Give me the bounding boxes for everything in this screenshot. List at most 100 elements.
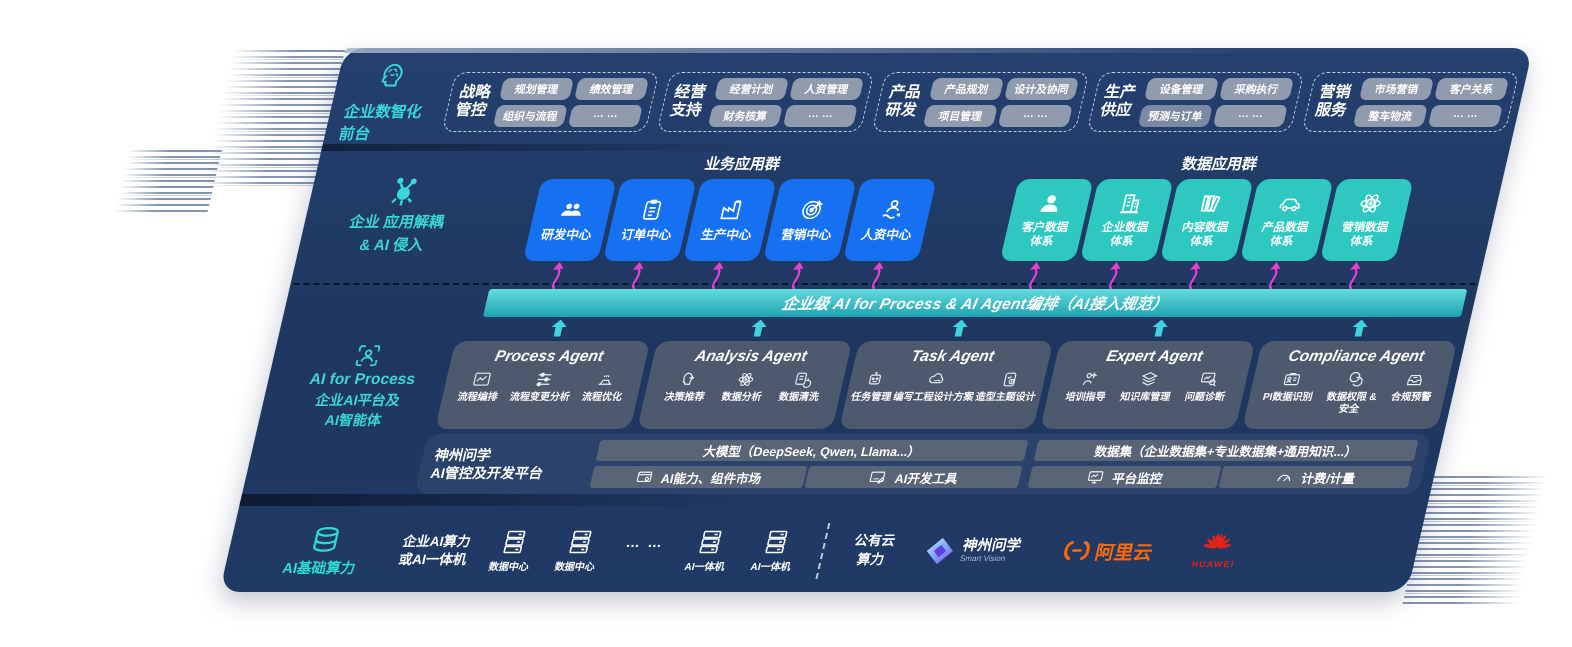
window-gear-icon (636, 471, 652, 482)
server-icon (503, 530, 526, 554)
public-cloud-line2: 算力 (855, 552, 886, 567)
clipboard-icon (642, 199, 662, 220)
magenta-arrow (871, 262, 883, 290)
workflow-orchestration-icon (472, 372, 491, 386)
diamond-logo-icon (926, 537, 953, 565)
brain-head-icon (381, 63, 403, 86)
teal-arrows-row (456, 319, 1462, 337)
pill-item: 设计及协同 (1004, 77, 1080, 100)
compute-label-line1: 企业AI算力 (401, 534, 473, 550)
atom-icon (1360, 194, 1381, 213)
app-decoupling-band: 企业 应用解耦 & AI 侵入 业务应用群 研发中心 (293, 151, 1507, 290)
decoupling-label-line2: & AI 侵入 (357, 237, 426, 254)
cell-ai-devtools: AI开发工具 (804, 466, 1023, 488)
user-icon (1040, 194, 1058, 212)
server-icon (569, 530, 592, 554)
orchestration-bar: 企业级 AI for Process & AI Agent编排（AI接入规范） (482, 289, 1468, 317)
group-title: 营销服务 (1313, 84, 1353, 119)
node-ai-appliance-1: AI一体机 (683, 529, 733, 573)
group-title: 战略管控 (453, 84, 493, 119)
data-permission-icon (1349, 372, 1363, 387)
pill-item: 客户关系 (1434, 77, 1510, 100)
pill-item: … … (782, 104, 858, 127)
infra-label: AI基础算力 (280, 560, 357, 577)
card-production-center: 生产中心 (682, 179, 777, 261)
books-icon (1200, 195, 1221, 212)
pill-item: 项目管理 (922, 104, 998, 127)
up-arrow-icon (1352, 319, 1368, 337)
pill-item: 人资管理 (789, 77, 865, 100)
pill-item: 经营计划 (714, 77, 790, 100)
task-management-icon (869, 372, 882, 385)
group-operation-support: 经营支持 经营计划 人资管理 财务核算 … … (656, 72, 875, 132)
magenta-arrow (1188, 262, 1200, 290)
card-rnd-center: 研发中心 (522, 179, 617, 261)
public-cloud-line1: 公有云 (852, 533, 897, 549)
card-content-data: 内容数据体系 (1159, 179, 1254, 261)
shenzhou-wenxue-logo: 神州问学 Smart Vision (921, 536, 1023, 566)
ai-platform-label-line1: AI for Process (307, 371, 417, 389)
styling-design-icon (1003, 372, 1017, 387)
ellipsis-text: … … (624, 534, 667, 550)
alicloud-bracket-icon (1064, 541, 1090, 560)
task-agent-box: Task Agent 任务管理 编写工程设计方案 造型主题设计 (838, 341, 1054, 429)
front-office-groups: 战略管控 规划管理 绩效管理 组织与流程 … … 经营支持 经营计划 人资管理 … (441, 72, 1520, 132)
pill-item: 整车物流 (1352, 104, 1428, 127)
card-order-center: 订单中心 (602, 179, 697, 261)
scan-person-icon (355, 345, 381, 367)
ai-platform-label-block: AI for Process 企业AI平台及 AI智能体 (267, 343, 455, 429)
cell-billing: 计费/计量 (1218, 466, 1413, 488)
pill-item: 预测与订单 (1137, 104, 1213, 127)
group-title: 经营支持 (668, 84, 708, 119)
magenta-arrow (631, 262, 643, 290)
compliance-agent-box: Compliance Agent PI数据识别 数据权限 & 安全 合规预 (1242, 341, 1458, 429)
cell-platform-monitor: 平台监控 (1027, 466, 1222, 488)
infra-label-block: AI基础算力 (263, 525, 383, 578)
front-office-label-block: 企业数智化前台 (337, 61, 434, 144)
decision-recommend-icon (683, 372, 695, 385)
knowledge-base-icon (1141, 372, 1159, 386)
card-marketing-center: 营销中心 (762, 179, 857, 261)
dashed-divider (815, 523, 831, 579)
data-apps-title: 数据应用群 (1180, 156, 1260, 173)
magenta-arrow (791, 262, 803, 290)
card-product-data: 产品数据体系 (1239, 179, 1334, 261)
node-ai-appliance-2: AI一体机 (749, 529, 799, 573)
hr-icon (882, 199, 901, 219)
issue-diagnosis-icon (1200, 372, 1216, 387)
card-enterprise-data: 企业数据体系 (1079, 179, 1174, 261)
pill-item: … … (997, 104, 1073, 127)
target-icon (802, 200, 823, 220)
workflow-optimize-icon (598, 375, 612, 385)
shenzhou-subtitle: Smart Vision (958, 554, 1007, 564)
cell-ai-market: AI能力、组件市场 (589, 466, 808, 488)
business-apps-title: 业务应用群 (703, 156, 783, 173)
pill-item: … … (1427, 104, 1503, 127)
analysis-agent-box: Analysis Agent 决策推荐 数据分析 数据清洗 (636, 341, 852, 429)
infrastructure-band: AI基础算力 企业AI算力 或AI一体机 数据中心 数据中心 … … AI一体机 (219, 506, 1427, 592)
band-shadow (321, 144, 1511, 151)
node-datacenter-1: 数据中心 (487, 529, 537, 573)
magenta-arrow (1028, 262, 1040, 290)
group-production-supply: 生产供应 设备管理 采购执行 预测与订单 … … (1086, 72, 1305, 132)
server-icon (765, 530, 788, 554)
dev-platform-band: 神州问学 AI管控及开发平台 大模型（DeepSeek, Qwen, Llama… (242, 434, 1444, 494)
up-arrow-icon (751, 319, 767, 337)
expert-agent-box: Expert Agent 培训指导 知识库管理 问题诊断 (1040, 341, 1256, 429)
dev-platform-label-line1: 神州问学 (433, 446, 493, 463)
card-customer-data: 客户数据体系 (999, 179, 1094, 261)
group-title: 产品研发 (883, 84, 923, 119)
magenta-arrow (551, 262, 563, 290)
server-icon (699, 530, 722, 554)
decoupling-label-block: 企业 应用解耦 & AI 侵入 (308, 147, 489, 283)
pill-item: 设备管理 (1144, 77, 1220, 100)
huawei-flower-icon (1204, 533, 1232, 549)
group-title: 生产供应 (1098, 84, 1138, 119)
node-datacenter-2: 数据中心 (553, 529, 603, 573)
ai-agents-band: AI for Process 企业AI平台及 AI智能体 Process Age… (257, 337, 1466, 429)
dev-platform-box: 神州问学 AI管控及开发平台 大模型（DeepSeek, Qwen, Llama… (414, 434, 1432, 494)
pill-item: 绩效管理 (574, 77, 650, 100)
card-marketing-data: 营销数据体系 (1319, 179, 1414, 261)
magenta-arrow (1348, 262, 1360, 290)
